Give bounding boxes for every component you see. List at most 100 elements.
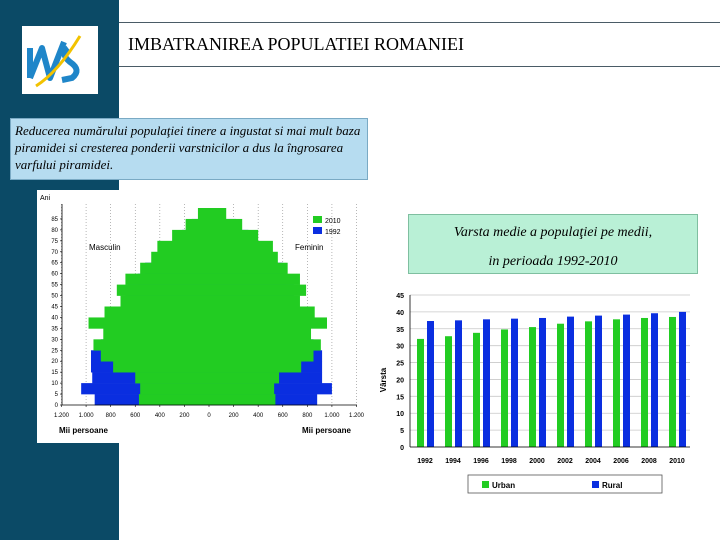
pyramid-bar-male-2010 xyxy=(157,240,209,253)
pyramid-x-tick-label: 200 xyxy=(229,413,240,419)
median-bar-rural xyxy=(539,317,546,447)
median-x-tick-label: 1992 xyxy=(417,458,433,465)
median-bar-rural xyxy=(679,311,686,447)
pyramid-bar-male-2010 xyxy=(151,251,209,264)
pyramid-bar-female-2010 xyxy=(209,361,302,373)
pyramid-bar-male-2010 xyxy=(185,218,209,231)
pyramid-x-label-right: Mii persoane xyxy=(302,426,351,435)
median-age-chart: 0 5 10 15 20 25 30 35 40 45 1992 1994 1996 1998 2000 20… xyxy=(379,293,690,494)
pyramid-bar-male-2010 xyxy=(172,229,209,242)
pyramid-male-label: Masculin xyxy=(89,243,121,252)
median-x-tick-label: 2004 xyxy=(585,458,601,465)
median-x-tick-label: 1998 xyxy=(501,458,517,465)
median-legend-swatch-rural xyxy=(592,481,599,488)
pyramid-bar-female-2010 xyxy=(209,229,259,242)
pyramid-y-tick-label: 55 xyxy=(51,283,58,289)
slide-title: IMBATRANIREA POPULATIEI ROMANIEI xyxy=(128,34,464,54)
pyramid-y-tick-label: 40 xyxy=(51,315,58,321)
median-y-tick-label: 10 xyxy=(396,411,404,418)
median-y-tick-label: 0 xyxy=(400,445,404,452)
pyramid-x-tick-label: 1.200 xyxy=(54,413,70,419)
pyramid-bar-male-2010 xyxy=(103,328,209,340)
median-y-axis-title: Vârsta xyxy=(379,367,388,392)
pyramid-bar-male-2010 xyxy=(104,306,209,318)
median-legend-label-rural: Rural xyxy=(602,481,622,490)
pyramid-legend-label-2010: 2010 xyxy=(325,218,341,225)
pyramid-legend-swatch-1992 xyxy=(313,227,322,234)
median-bar-rural xyxy=(567,316,574,447)
pyramid-bar-male-2010 xyxy=(135,372,209,384)
median-y-tick-label: 20 xyxy=(396,377,404,384)
median-title-line2: in perioada 1992-2010 xyxy=(488,254,618,269)
pyramid-bar-male-2010 xyxy=(138,394,209,406)
median-x-tick-label: 1994 xyxy=(445,458,461,465)
pyramid-y-tick-label: 10 xyxy=(51,381,58,387)
median-y-tick-label: 25 xyxy=(396,361,404,368)
ins-logo-icon xyxy=(27,35,82,88)
median-title-line1: Varsta medie a populaţiei pe medii, xyxy=(453,225,653,240)
pyramid-bar-male-2010 xyxy=(140,383,209,395)
pyramid-x-tick-label: 0 xyxy=(207,413,211,419)
pyramid-y-tick-label: 75 xyxy=(51,239,58,245)
pyramid-y-tick-label: 0 xyxy=(55,403,59,409)
median-y-tick-label: 30 xyxy=(396,344,404,351)
pyramid-y-tick-label: 60 xyxy=(51,272,58,278)
pyramid-x-tick-label: 800 xyxy=(302,413,313,419)
pyramid-bar-female-2010 xyxy=(209,208,227,220)
median-bar-urban xyxy=(641,317,648,447)
pyramid-y-tick-label: 5 xyxy=(55,392,59,398)
pyramid-legend-swatch-2010 xyxy=(313,216,322,223)
median-x-tick-label: 1996 xyxy=(473,458,489,465)
header-rule-bottom xyxy=(119,66,720,67)
median-legend-swatch-urban xyxy=(482,481,489,488)
median-bar-rural xyxy=(623,314,630,447)
median-bar-urban xyxy=(613,319,620,447)
pyramid-bar-female-2010 xyxy=(209,284,307,296)
median-bar-urban xyxy=(501,329,508,447)
pyramid-x-tick-label: 400 xyxy=(155,413,166,419)
pyramid-bar-female-2010 xyxy=(209,339,321,351)
pyramid-bar-female-2010 xyxy=(209,383,275,395)
pyramid-x-tick-label: 1.000 xyxy=(324,413,340,419)
header-rule-top xyxy=(119,22,720,23)
pyramid-y-tick-label: 50 xyxy=(51,294,58,300)
median-y-tick-label: 5 xyxy=(400,428,404,435)
pyramid-x-tick-label: 600 xyxy=(278,413,289,419)
median-y-tick-label: 40 xyxy=(396,310,404,317)
pyramid-legend-label-1992: 1992 xyxy=(325,229,341,236)
population-pyramid-chart: 0 5 10 15 20 25 30 35 40 45 50 55 60 65 70 75 80 85 Ani 1.2… xyxy=(37,190,367,443)
pyramid-x-label-left: Mii persoane xyxy=(59,426,108,435)
pyramid-y-tick-label: 65 xyxy=(51,261,58,267)
pyramid-bar-female-2010 xyxy=(209,306,315,318)
pyramid-y-axis-title: Ani xyxy=(40,195,51,202)
pyramid-bar-male-2010 xyxy=(93,339,209,351)
pyramid-bar-male-2010 xyxy=(113,361,209,373)
pyramid-y-tick-label: 20 xyxy=(51,359,58,365)
median-x-tick-label: 2008 xyxy=(641,458,657,465)
pyramid-bar-female-2010 xyxy=(209,240,273,253)
pyramid-bar-male-2010 xyxy=(140,262,209,274)
pyramid-x-tick-label: 1.000 xyxy=(79,413,95,419)
median-bar-rural xyxy=(511,318,518,447)
pyramid-y-tick-label: 80 xyxy=(51,228,58,234)
pyramid-x-tick-label: 200 xyxy=(179,413,190,419)
median-bar-urban xyxy=(417,338,424,447)
pyramid-bar-female-2010 xyxy=(209,218,243,231)
pyramid-bar-female-2010 xyxy=(209,317,327,329)
median-y-tick-label: 15 xyxy=(396,394,404,401)
median-x-tick-label: 2000 xyxy=(529,458,545,465)
median-bar-urban xyxy=(529,327,536,447)
pyramid-bar-female-2010 xyxy=(209,262,288,274)
median-bar-rural xyxy=(455,320,462,447)
median-y-tick-label: 45 xyxy=(396,293,404,300)
median-bar-urban xyxy=(669,316,676,447)
pyramid-bar-male-2010 xyxy=(88,317,209,329)
pyramid-bar-female-2010 xyxy=(209,372,280,384)
median-legend-box xyxy=(467,474,663,494)
pyramid-x-tick-label: 800 xyxy=(106,413,117,419)
pyramid-bar-male-2010 xyxy=(125,273,209,285)
median-bar-rural xyxy=(427,321,434,447)
median-bar-urban xyxy=(445,336,452,447)
median-bar-rural xyxy=(595,315,602,447)
median-bar-rural xyxy=(651,313,658,447)
